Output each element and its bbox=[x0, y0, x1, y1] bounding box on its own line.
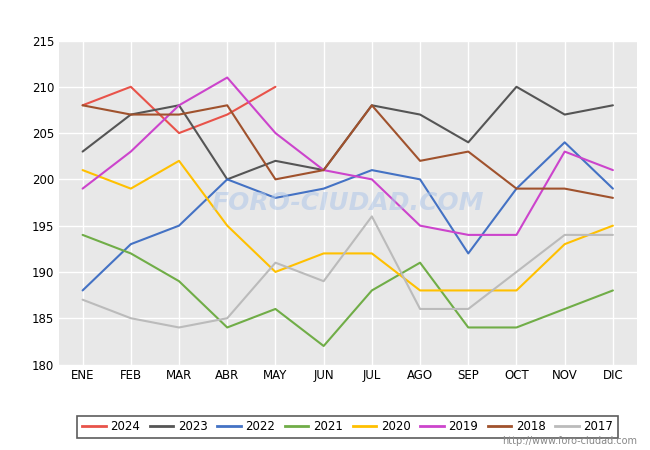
Text: http://www.foro-ciudad.com: http://www.foro-ciudad.com bbox=[502, 436, 637, 446]
Text: Afiliados en Gaianes a 31/5/2024: Afiliados en Gaianes a 31/5/2024 bbox=[176, 8, 474, 26]
Text: FORO-CIUDAD.COM: FORO-CIUDAD.COM bbox=[211, 190, 484, 215]
Legend: 2024, 2023, 2022, 2021, 2020, 2019, 2018, 2017: 2024, 2023, 2022, 2021, 2020, 2019, 2018… bbox=[77, 416, 618, 438]
